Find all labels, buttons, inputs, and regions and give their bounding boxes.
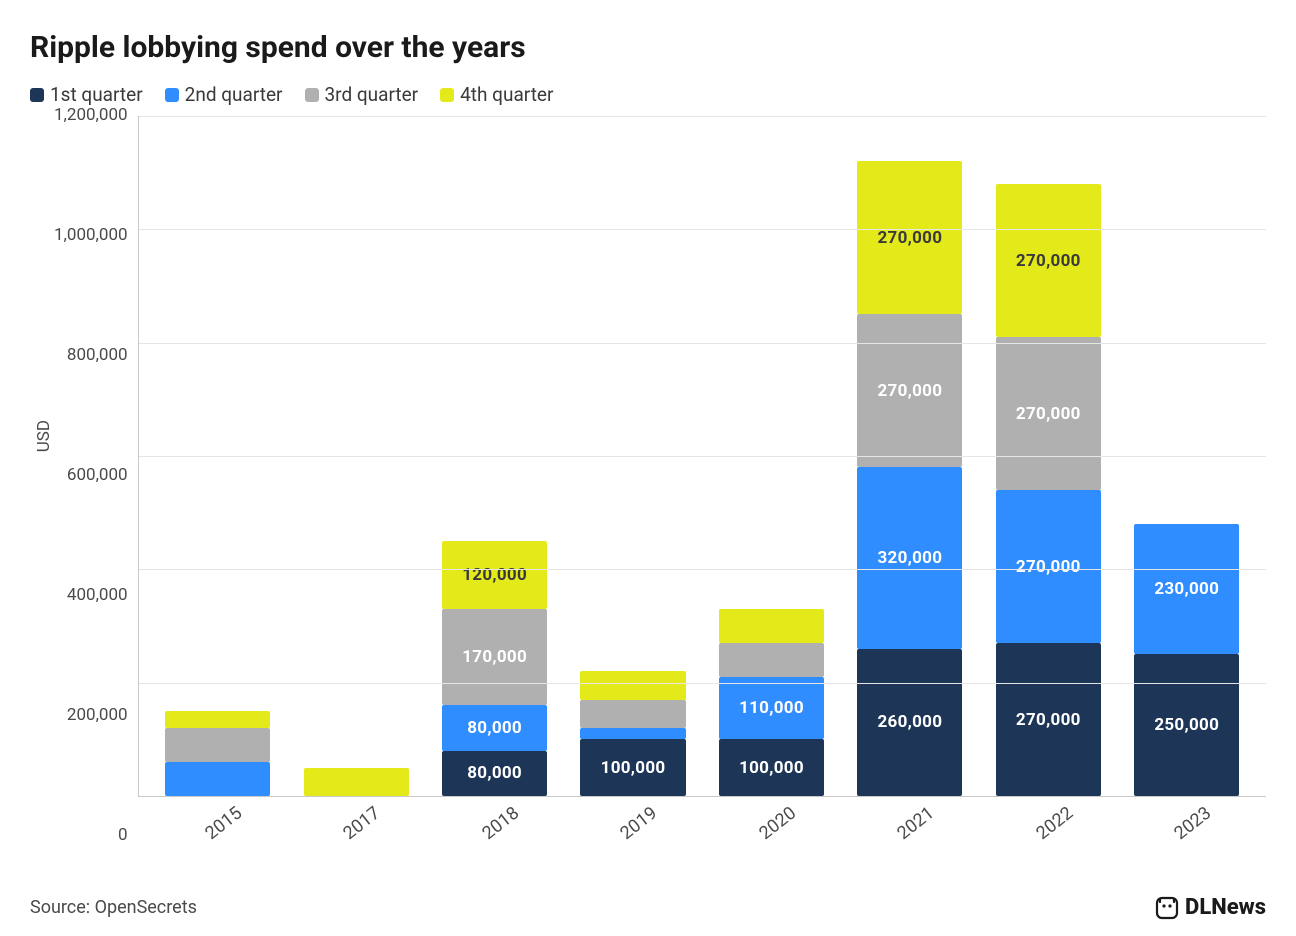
legend: 1st quarter 2nd quarter 3rd quarter 4th qua…: [30, 83, 1266, 106]
segment-q3: 270,000: [996, 337, 1101, 490]
x-axis-labels: 20152017201820192020202120222023: [138, 797, 1266, 836]
gridline: [139, 229, 1266, 230]
legend-swatch: [440, 88, 454, 102]
segment-q4: [719, 609, 824, 643]
source-text: Source: OpenSecrets: [30, 897, 197, 918]
legend-label: 4th quarter: [460, 83, 553, 106]
chart: USD 1,200,0001,000,000800,000600,000400,…: [30, 116, 1266, 836]
segment-q2: 320,000: [857, 467, 962, 648]
legend-label: 3rd quarter: [325, 83, 419, 106]
chart-title: Ripple lobbying spend over the years: [30, 30, 1266, 65]
segment-q4: 270,000: [857, 161, 962, 314]
y-axis-label: USD: [30, 420, 54, 452]
gridline: [139, 116, 1266, 117]
segment-q3: 170,000: [442, 609, 547, 705]
segment-q3: [719, 643, 824, 677]
bar-2018: 80,00080,000170,000120,000: [425, 541, 563, 796]
segment-q3: [580, 700, 685, 728]
bar-2023: 250,000230,000: [1118, 524, 1256, 796]
brand-logo: DLNews: [1155, 895, 1266, 920]
segment-q3: 270,000: [857, 314, 962, 467]
segment-q2: 110,000: [719, 677, 824, 739]
bar-2022: 270,000270,000270,000270,000: [979, 184, 1117, 796]
gridline: [139, 683, 1266, 684]
brand-text: DLNews: [1185, 895, 1266, 920]
segment-q4: 270,000: [996, 184, 1101, 337]
brand-icon: [1155, 896, 1179, 920]
segment-q1: 260,000: [857, 649, 962, 796]
segment-q2: 80,000: [442, 705, 547, 750]
segment-q2: 270,000: [996, 490, 1101, 643]
y-axis-ticks: 1,200,0001,000,000800,000600,000400,0002…: [54, 116, 138, 836]
bar-2020: 100,000110,000: [702, 609, 840, 796]
plot-area: 80,00080,000170,000120,000100,000100,000…: [138, 116, 1266, 797]
legend-label: 2nd quarter: [185, 83, 283, 106]
gridline: [139, 456, 1266, 457]
legend-swatch: [305, 88, 319, 102]
legend-item-q2: 2nd quarter: [165, 83, 283, 106]
segment-q4: [580, 671, 685, 699]
legend-swatch: [30, 88, 44, 102]
segment-q2: 230,000: [1134, 524, 1239, 654]
legend-label: 1st quarter: [50, 83, 143, 106]
legend-item-q1: 1st quarter: [30, 83, 143, 106]
segment-q4: [165, 711, 270, 728]
legend-item-q3: 3rd quarter: [305, 83, 419, 106]
legend-item-q4: 4th quarter: [440, 83, 553, 106]
gridline: [139, 569, 1266, 570]
segment-q2: [580, 728, 685, 739]
segment-q4: 120,000: [442, 541, 547, 609]
segment-q1: 270,000: [996, 643, 1101, 796]
segment-q3: [165, 728, 270, 762]
legend-swatch: [165, 88, 179, 102]
segment-q1: 250,000: [1134, 654, 1239, 796]
bar-2021: 260,000320,000270,000270,000: [841, 161, 979, 796]
gridline: [139, 343, 1266, 344]
